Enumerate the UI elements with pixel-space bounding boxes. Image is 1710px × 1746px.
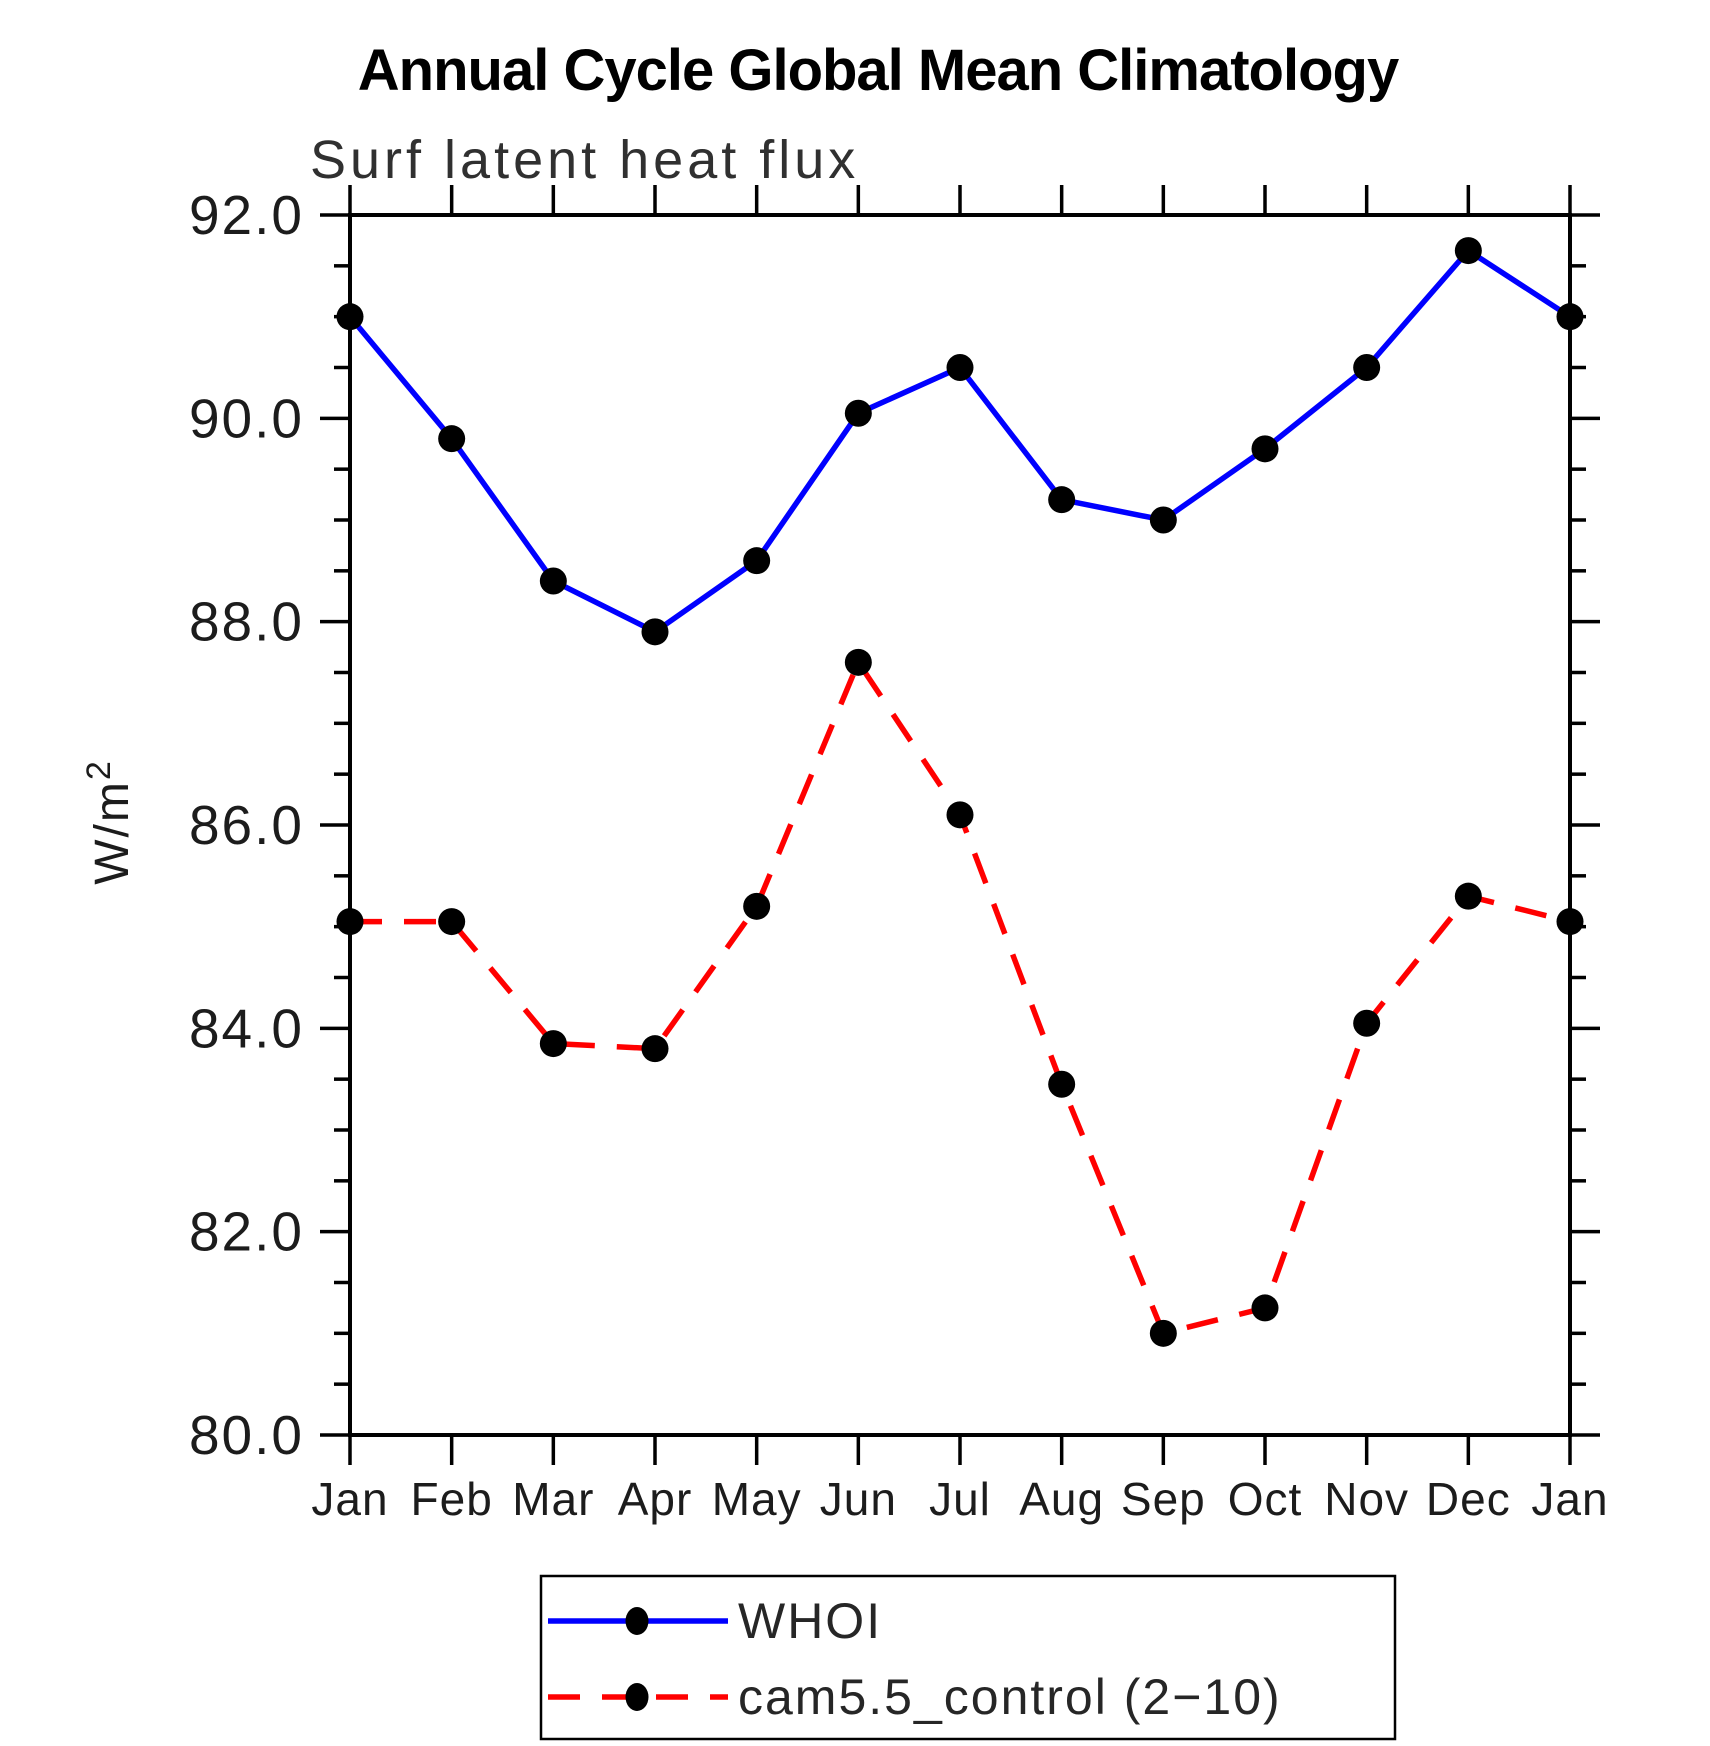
data-point-marker-cam55-control — [539, 1030, 567, 1058]
data-point-marker-cam55-control — [743, 892, 771, 920]
data-point-marker-whoi — [1556, 303, 1584, 331]
y-tick-label: 84.0 — [189, 997, 304, 1059]
data-point-marker-whoi — [1251, 435, 1279, 463]
x-tick-label: Jan — [1531, 1473, 1608, 1525]
series-lines — [336, 237, 1584, 1347]
data-point-marker-whoi — [946, 354, 974, 381]
data-point-marker-whoi — [1454, 237, 1482, 265]
data-point-marker-cam55-control — [1353, 1009, 1381, 1037]
data-point-marker-cam55-control — [336, 908, 364, 936]
data-point-marker-whoi — [844, 399, 872, 427]
data-point-marker-whoi — [1048, 486, 1076, 514]
x-tick-label: Jun — [820, 1473, 897, 1525]
x-tick-label: Feb — [411, 1473, 493, 1525]
y-tick-label: 90.0 — [189, 387, 304, 449]
y-tick-label: 80.0 — [189, 1404, 304, 1466]
x-tick-label: Apr — [618, 1473, 693, 1525]
data-point-marker-whoi — [743, 547, 771, 575]
chart-title: Annual Cycle Global Mean Climatology — [358, 38, 1399, 103]
data-point-marker-cam55-control — [641, 1035, 669, 1063]
legend-label: WHOI — [738, 1593, 882, 1649]
x-tick-label: Jan — [311, 1473, 388, 1525]
data-point-marker-whoi — [336, 303, 364, 331]
x-tick-label: Jul — [929, 1473, 991, 1525]
data-point-marker-whoi — [539, 567, 567, 595]
legend-marker — [625, 1607, 649, 1635]
data-point-marker-cam55-control — [844, 648, 872, 676]
axes: Jan Feb Mar Apr May Jun Jul Aug Sep Oct Nov Dec Jan8… — [189, 184, 1608, 1525]
data-point-marker-cam55-control — [1251, 1294, 1279, 1322]
chart-subtitle: Surf latent heat flux — [310, 130, 859, 190]
data-point-marker-whoi — [1149, 506, 1177, 534]
y-axis-label-base: W/m — [86, 780, 139, 885]
data-point-marker-cam55-control — [1556, 908, 1584, 936]
y-tick-label: 92.0 — [189, 184, 304, 246]
x-tick-label: Sep — [1121, 1473, 1206, 1525]
x-tick-label: Mar — [512, 1473, 594, 1525]
x-tick-label: Dec — [1426, 1473, 1511, 1525]
y-axis-label-exponent: 2 — [80, 759, 118, 780]
legend-box — [539, 1574, 1397, 1741]
data-point-marker-cam55-control — [438, 908, 466, 936]
y-tick-label: 86.0 — [189, 794, 304, 856]
data-point-marker-cam55-control — [1149, 1319, 1177, 1347]
x-tick-label: Oct — [1228, 1473, 1303, 1525]
data-point-marker-cam55-control — [946, 801, 974, 829]
x-tick-label: Aug — [1019, 1473, 1104, 1525]
y-axis-label: W/m2 — [80, 759, 139, 885]
legend-marker — [625, 1683, 649, 1711]
x-tick-label: Nov — [1324, 1473, 1409, 1525]
data-point-marker-cam55-control — [1454, 882, 1482, 910]
data-point-marker-whoi — [1353, 354, 1381, 381]
series-line-whoi — [347, 246, 1572, 636]
x-tick-label: May — [712, 1473, 802, 1525]
data-point-marker-whoi — [641, 618, 669, 646]
legend-label: cam5.5_control (2−10) — [738, 1669, 1282, 1725]
legend: WHOI cam5.5_control (2−10) — [539, 1574, 1397, 1741]
y-tick-label: 82.0 — [189, 1201, 304, 1263]
series-line-cam55-control — [350, 656, 1571, 1337]
data-point-marker-whoi — [438, 425, 466, 453]
data-point-marker-cam55-control — [1048, 1070, 1076, 1098]
y-tick-label: 88.0 — [189, 591, 304, 653]
